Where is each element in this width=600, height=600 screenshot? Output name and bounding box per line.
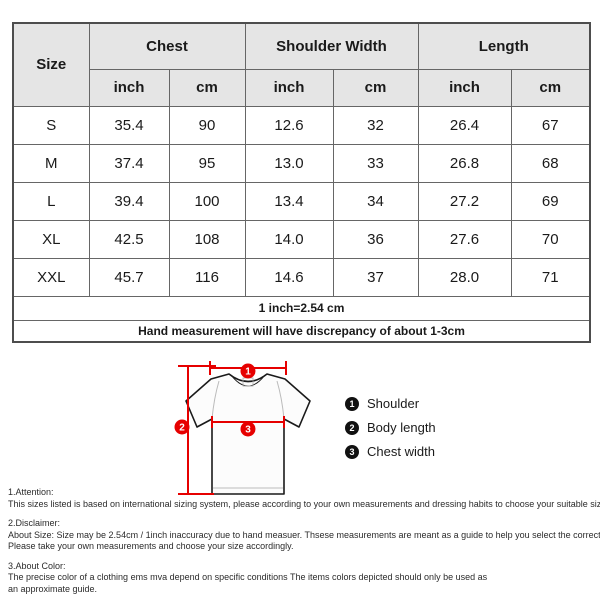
table-note-row-conversion: 1 inch=2.54 cm [12, 295, 591, 321]
legend-label: Chest width [367, 444, 435, 459]
marker-circle-3 [240, 421, 256, 437]
footnotes-section: 1.Attention: This sizes listed is based … [8, 487, 600, 600]
column-header-shoulder-width: Shoulder Width [244, 22, 419, 70]
cell-value: 32 [332, 105, 419, 145]
legend-label: Shoulder [367, 396, 420, 411]
cell-value: 35.4 [88, 105, 170, 145]
tshirt-measurement-diagram: 1 2 3 [174, 361, 311, 495]
cell-value: 70 [510, 219, 591, 259]
table-header-row-units: inch cm inch cm inch cm [13, 68, 591, 107]
cell-value: 45.7 [88, 257, 170, 297]
cell-value: 116 [168, 257, 246, 297]
cell-value: 90 [168, 105, 246, 145]
cell-value: 37.4 [88, 143, 170, 183]
marker-number-3: 3 [245, 425, 251, 436]
table-header-row-groups: Size Chest Shoulder Width Length [12, 22, 591, 107]
cell-value: 14.0 [244, 219, 334, 259]
table-row-xxl: XXL 45.7 116 14.6 37 28.0 71 [12, 257, 591, 297]
marker-circle-2 [174, 419, 190, 435]
footnote-text: an approximate guide. [8, 583, 98, 594]
footnote-text: This sizes listed is based on internatio… [8, 498, 600, 509]
column-header-chest: Chest [88, 22, 246, 70]
cell-value: 27.6 [417, 219, 512, 259]
legend-item-body-length: 2 Body length [345, 420, 436, 435]
cell-value: 12.6 [244, 105, 334, 145]
unit-header-shoulder-cm: cm [332, 68, 419, 107]
unit-header-chest-cm: cm [168, 68, 246, 107]
footnote-about-color: 3.About Color: The precise color of a cl… [8, 561, 598, 596]
cell-value: 28.0 [417, 257, 512, 297]
cell-value: 34 [332, 181, 419, 221]
footnote-text: About Size: Size may be 2.54cm / 1inch i… [8, 529, 600, 540]
cell-value: 37 [332, 257, 419, 297]
footnote-text: Please take your own measurements and ch… [8, 541, 294, 551]
size-label: XL [12, 219, 90, 259]
table-row-l: L 39.4 100 13.4 34 27.2 69 [12, 181, 591, 221]
cell-value: 13.0 [244, 143, 334, 183]
table-row-s: S 35.4 90 12.6 32 26.4 67 [12, 105, 591, 145]
cell-value: 36 [332, 219, 419, 259]
footnote-heading: 3.About Color: [8, 560, 66, 571]
cell-value: 108 [168, 219, 246, 259]
marker-number-1: 1 [245, 367, 251, 378]
cell-value: 68 [510, 143, 591, 183]
column-header-size: Size [12, 22, 90, 107]
cell-value: 26.8 [417, 143, 512, 183]
legend-item-chest-width: 3 Chest width [345, 444, 436, 459]
measurement-discrepancy-note: Hand measurement will have discrepancy o… [12, 319, 591, 343]
table-row-m: M 37.4 95 13.0 33 26.8 68 [12, 143, 591, 183]
marker-number-2: 2 [179, 423, 185, 434]
footnote-disclaimer: 2.Disclaimer: About Size: Size may be 2.… [8, 518, 600, 553]
cell-value: 33 [332, 143, 419, 183]
size-label: S [12, 105, 90, 145]
cell-value: 26.4 [417, 105, 512, 145]
cell-value: 14.6 [244, 257, 334, 297]
legend-label: Body length [367, 420, 436, 435]
column-header-length: Length [417, 22, 591, 70]
circled-number-3-icon: 3 [345, 444, 359, 459]
left-sleeve-seam [211, 380, 220, 420]
right-sleeve-seam [276, 380, 285, 420]
measurement-legend: 1 Shoulder 2 Body length 3 Chest width [345, 396, 436, 459]
unit-header-chest-inch: inch [88, 68, 170, 107]
table-row-xl: XL 42.5 108 14.0 36 27.6 70 [12, 219, 591, 259]
cell-value: 13.4 [244, 181, 334, 221]
cell-value: 67 [510, 105, 591, 145]
circled-number-2-icon: 2 [345, 420, 359, 435]
footnote-heading: 1.Attention: [8, 487, 54, 497]
size-label: M [12, 143, 90, 183]
size-chart-table: Size Chest Shoulder Width Length inch cm… [12, 22, 591, 343]
cell-value: 42.5 [88, 219, 170, 259]
unit-header-length-cm: cm [510, 68, 591, 107]
size-label: L [12, 181, 90, 221]
cell-value: 27.2 [417, 181, 512, 221]
inch-conversion-note: 1 inch=2.54 cm [12, 295, 591, 321]
marker-circle-1 [240, 363, 256, 379]
legend-item-shoulder: 1 Shoulder [345, 396, 436, 411]
cell-value: 100 [168, 181, 246, 221]
footnote-attention: 1.Attention: This sizes listed is based … [8, 487, 600, 510]
cell-value: 71 [510, 257, 591, 297]
unit-header-length-inch: inch [417, 68, 512, 107]
unit-header-shoulder-inch: inch [244, 68, 334, 107]
table-note-row-measurement: Hand measurement will have discrepancy o… [12, 319, 591, 343]
circled-number-1-icon: 1 [345, 396, 359, 411]
footnote-heading: 2.Disclaimer: [8, 518, 61, 528]
cell-value: 69 [510, 181, 591, 221]
footnote-text: The precise color of a clothing ems mva … [8, 572, 488, 582]
cell-value: 95 [168, 143, 246, 183]
size-label: XXL [12, 257, 90, 297]
cell-value: 39.4 [88, 181, 170, 221]
